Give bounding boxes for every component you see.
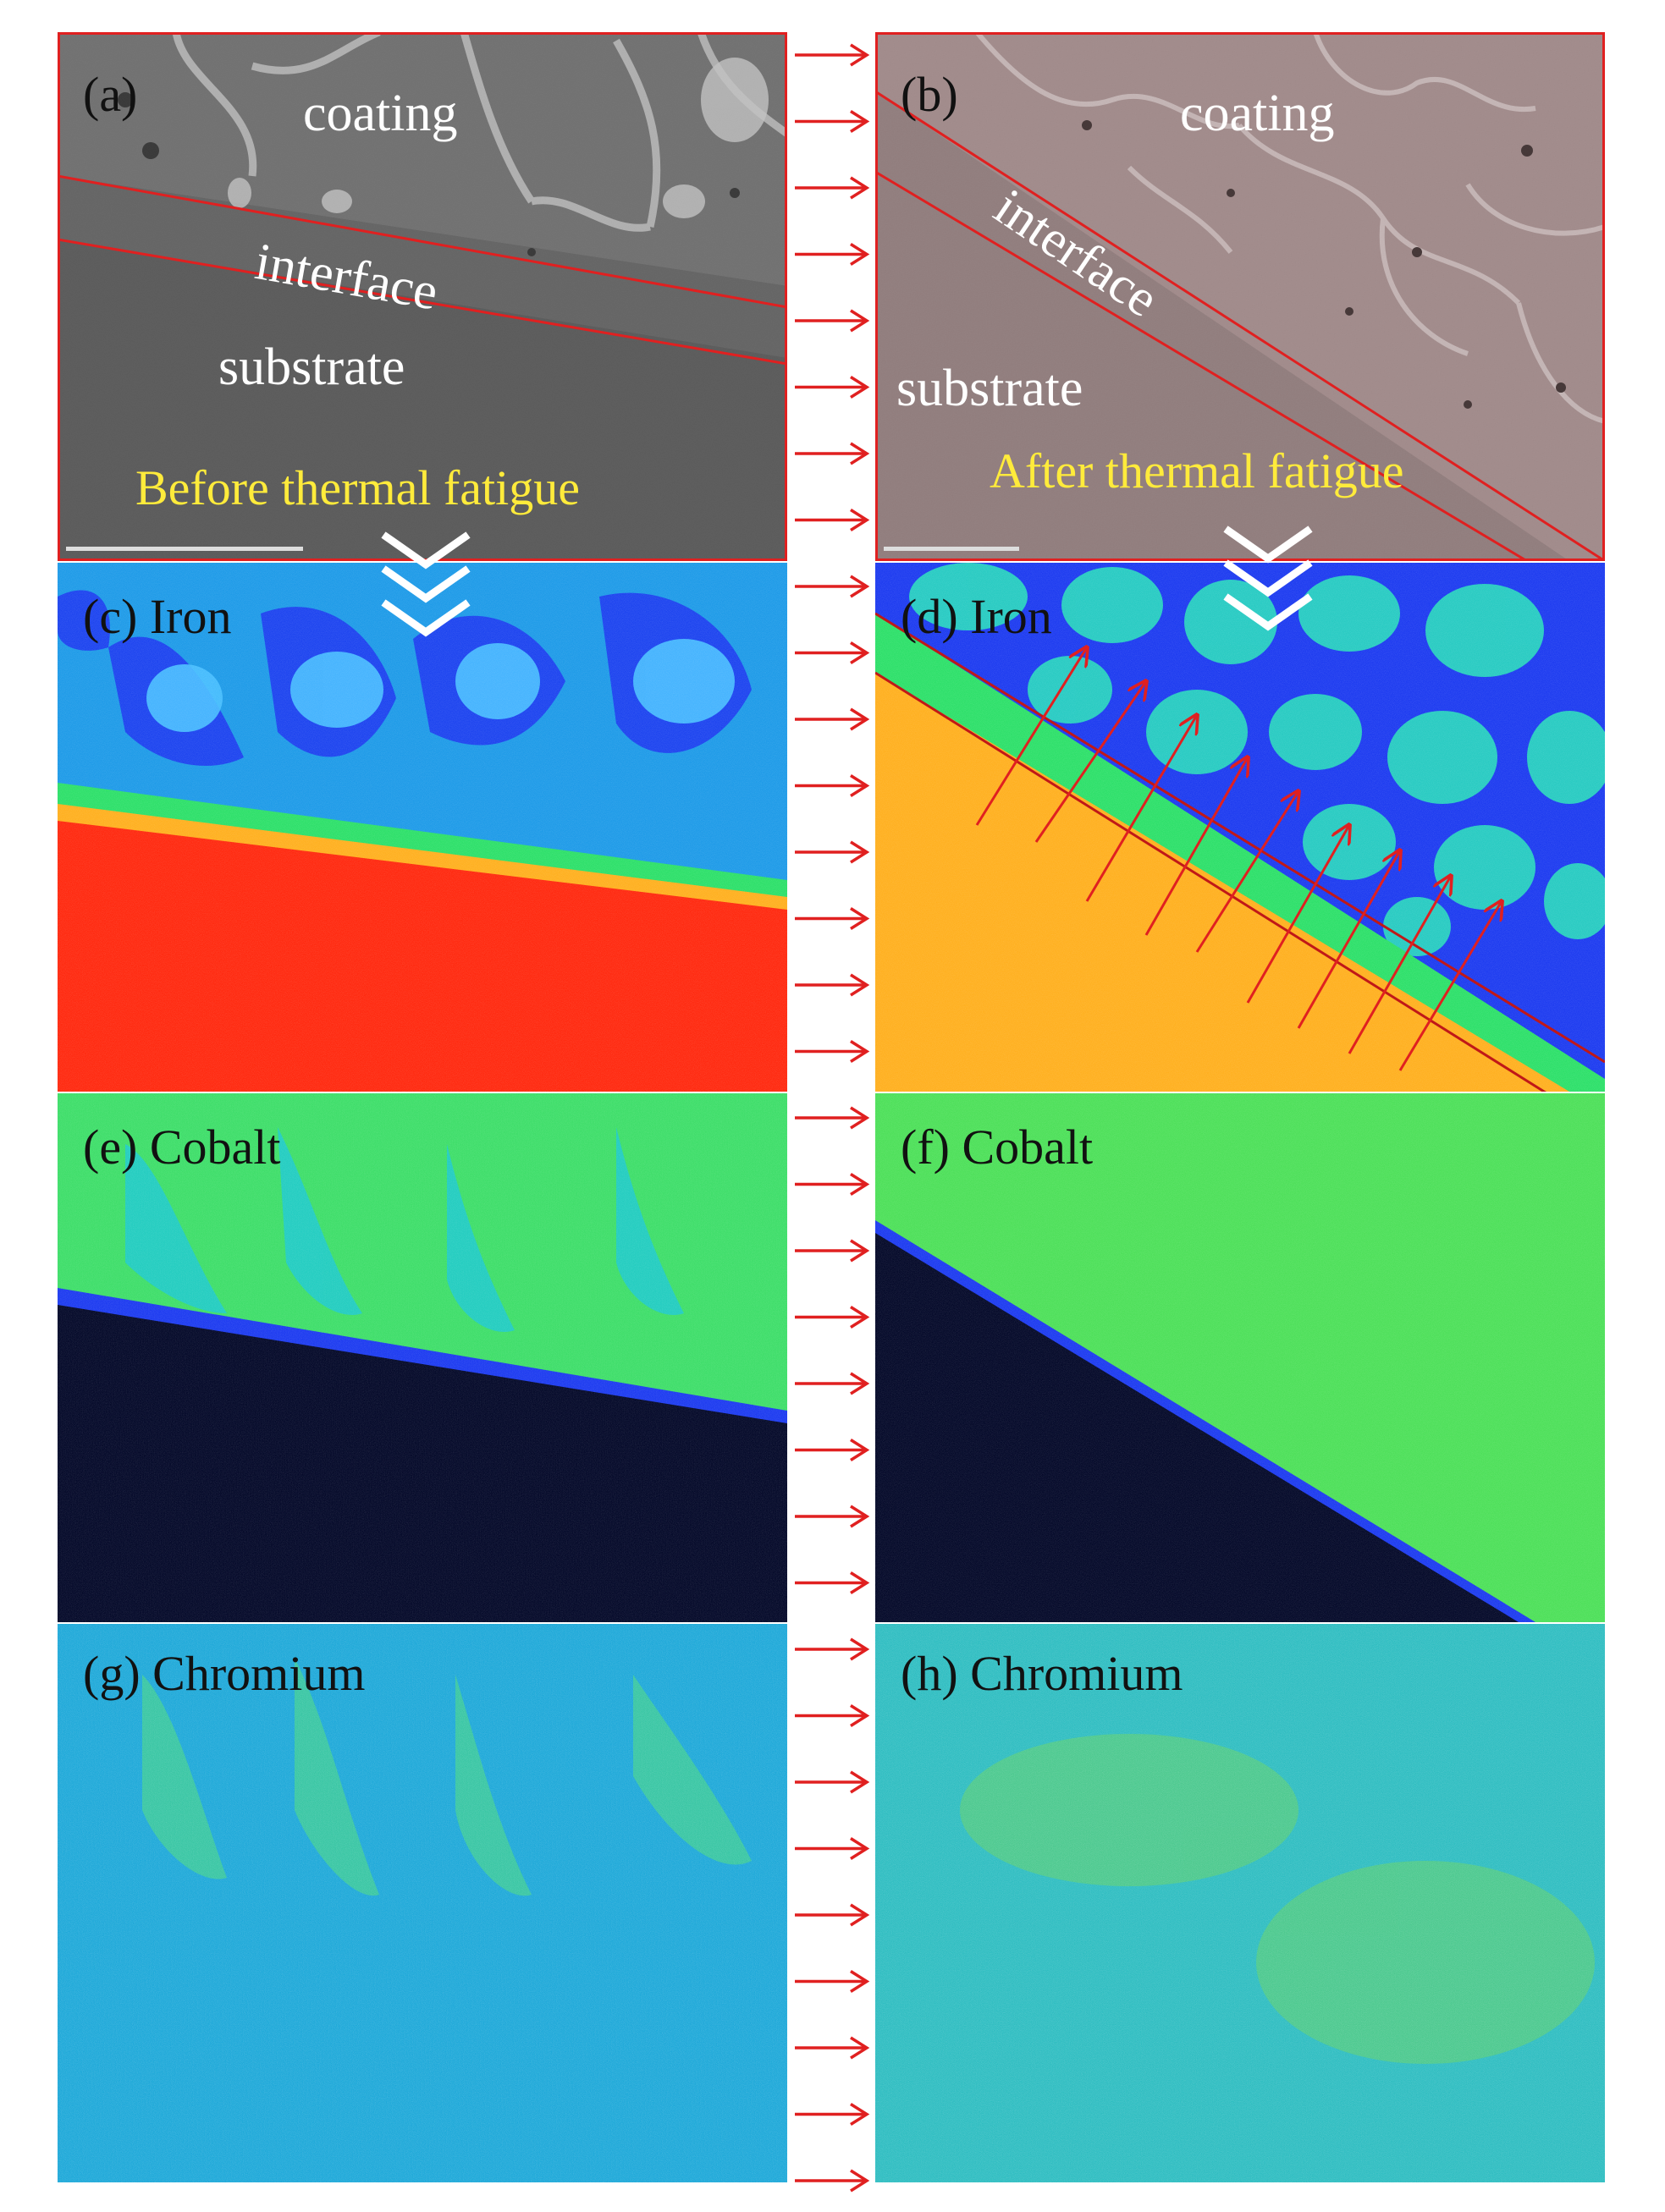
right-arrow-icon: [795, 442, 870, 465]
caption-after-thermal-fatigue: After thermal fatigue: [990, 443, 1404, 498]
right-arrow-icon: [795, 1970, 870, 1993]
eds-map-cobalt-after: [875, 1093, 1605, 1622]
right-arrow-icon: [795, 309, 870, 333]
right-arrow-icon: [795, 774, 870, 797]
right-arrow-icon: [795, 1239, 870, 1263]
right-arrow-icon: [795, 641, 870, 664]
sem-image-after: [875, 32, 1605, 561]
panel-h-chromium-after: (h) Chromium: [875, 1624, 1605, 2182]
right-arrow-icon: [795, 907, 870, 930]
right-arrow-icon: [795, 1372, 870, 1395]
right-arrow-icon: [795, 1837, 870, 1860]
right-arrow-icon: [795, 1571, 870, 1594]
eds-map-iron-after: [875, 563, 1605, 1092]
panel-d-iron-after: (d) Iron: [875, 563, 1605, 1092]
region-label-substrate: substrate: [896, 360, 1083, 417]
right-arrow-icon: [795, 1770, 870, 1794]
right-arrow-icon: [795, 376, 870, 399]
panel-label-a: (a): [83, 67, 138, 122]
right-arrow-icon: [795, 973, 870, 997]
right-arrow-icon: [795, 43, 870, 2193]
region-label-coating: coating: [303, 85, 458, 142]
right-arrow-icon: [795, 1306, 870, 1329]
right-arrow-icon: [795, 1903, 870, 1927]
right-arrow-icon: [795, 2169, 870, 2193]
sem-image-before: [58, 32, 787, 561]
panel-label-f: (f) Cobalt: [901, 1120, 1094, 1175]
panel-f-cobalt-after: (f) Cobalt: [875, 1093, 1605, 1622]
panel-label-g: (g) Chromium: [83, 1646, 366, 1701]
panel-label-e: (e) Cobalt: [83, 1120, 281, 1175]
right-arrow-icon: [795, 1637, 870, 1661]
right-arrow-icon: [795, 243, 870, 266]
right-arrow-icon: [795, 840, 870, 864]
right-arrow-icon: [795, 2103, 870, 2126]
right-arrow-icon: [795, 1106, 870, 1130]
panel-label-c: (c) Iron: [83, 589, 232, 644]
panel-a-sem-before: (a) coating interface substrate Before t…: [58, 32, 787, 561]
right-arrow-icon: [795, 1505, 870, 1528]
region-label-substrate: substrate: [218, 338, 405, 396]
triple-chevron-down-icon: [375, 518, 477, 670]
region-label-coating: coating: [1180, 85, 1335, 142]
right-arrow-icon: [795, 1704, 870, 1727]
panel-label-h: (h) Chromium: [901, 1646, 1183, 1701]
right-arrow-icon: [795, 1040, 870, 1063]
panel-g-chromium-before: (g) Chromium: [58, 1624, 787, 2182]
right-arrow-icon: [795, 707, 870, 731]
right-arrow-icon: [795, 2036, 870, 2060]
right-arrow-icon: [795, 509, 870, 531]
triple-chevron-down-icon: [1217, 512, 1319, 664]
panel-e-cobalt-before: (e) Cobalt: [58, 1093, 787, 1622]
right-arrow-icon: [795, 176, 870, 200]
eds-map-iron-before: [58, 563, 787, 1092]
panel-label-b: (b): [901, 67, 958, 122]
panel-b-sem-after: (b) coating interface substrate After th…: [875, 32, 1605, 561]
eds-map-chromium-before: [58, 1624, 787, 2182]
right-arrow-icon: [795, 575, 870, 598]
caption-before-thermal-fatigue: Before thermal fatigue: [135, 460, 580, 515]
eds-map-cobalt-before: [58, 1093, 787, 1622]
right-arrow-icon: [795, 43, 870, 67]
panel-label-d: (d) Iron: [901, 589, 1052, 644]
right-arrow-icon: [795, 1173, 870, 1196]
right-arrow-icon: [795, 1439, 870, 1461]
right-arrow-column: [791, 34, 872, 2200]
panel-c-iron-before: (c) Iron: [58, 563, 787, 1092]
right-arrow-icon: [795, 110, 870, 133]
eds-map-chromium-after: [875, 1624, 1605, 2182]
